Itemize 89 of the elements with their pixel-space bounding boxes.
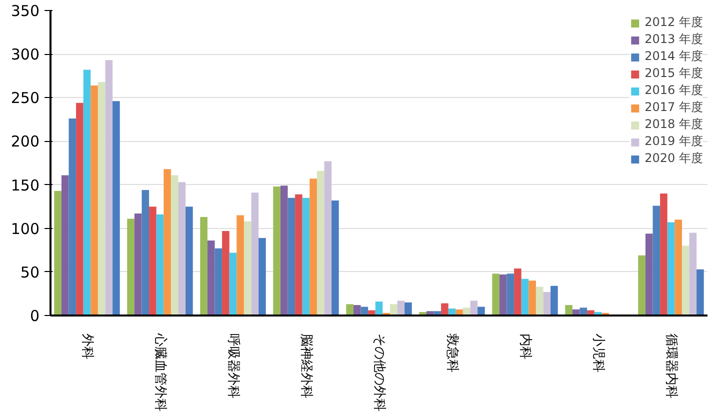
y-tick-label: 350 <box>10 2 40 20</box>
bar <box>353 305 361 316</box>
bar <box>178 182 186 316</box>
bar <box>390 304 398 316</box>
bar <box>105 60 113 316</box>
bar <box>397 300 405 316</box>
bar <box>229 252 237 316</box>
bar <box>667 222 675 316</box>
y-tick-label: 50 <box>20 263 40 282</box>
y-tick-label: 100 <box>10 220 40 238</box>
legend-label: 2012 年度 <box>644 14 703 31</box>
bar <box>499 274 507 316</box>
legend-label: 2017 年度 <box>644 99 703 116</box>
bar <box>536 286 544 316</box>
bar <box>200 217 208 316</box>
bar <box>170 175 178 316</box>
bar <box>76 102 84 316</box>
bar <box>316 170 324 316</box>
bar <box>506 274 514 316</box>
bar <box>280 186 288 316</box>
bar <box>404 302 412 316</box>
bar <box>186 206 193 316</box>
bar <box>638 255 646 316</box>
legend-label: 2019 年度 <box>644 133 703 150</box>
bar <box>134 214 142 316</box>
bar <box>346 304 354 316</box>
bar <box>441 303 448 316</box>
bar <box>689 232 697 316</box>
bar <box>207 240 215 316</box>
x-tick-label: 外科 <box>80 334 94 360</box>
bar <box>236 215 244 316</box>
bar <box>258 238 266 316</box>
bar <box>156 214 164 316</box>
bar <box>470 300 478 316</box>
bar <box>222 230 230 316</box>
y-tick-label: 200 <box>10 132 40 151</box>
x-tick-label: 救急科 <box>444 332 460 372</box>
bar <box>164 169 171 316</box>
bar <box>550 286 558 316</box>
legend-label: 2020 年度 <box>644 150 703 167</box>
bar <box>112 101 120 316</box>
bar <box>674 220 682 316</box>
y-tick-label: 150 <box>10 176 40 194</box>
x-tick-label: 心臓血管外科 <box>152 332 168 412</box>
bar <box>295 194 302 316</box>
x-tick-label: 小児科 <box>590 334 606 372</box>
bar <box>492 274 500 316</box>
bar <box>310 178 317 316</box>
bar <box>682 246 690 316</box>
bar <box>83 70 91 316</box>
bar <box>302 198 310 316</box>
bar <box>565 305 572 316</box>
bar <box>244 221 252 316</box>
bar <box>660 194 668 316</box>
legend-label: 2016 年度 <box>644 82 703 99</box>
bar <box>54 190 62 316</box>
bar <box>543 292 551 316</box>
bar <box>142 190 150 316</box>
bar <box>251 192 259 316</box>
bar <box>462 308 470 316</box>
x-tick-label: 内科 <box>518 334 532 360</box>
y-tick-label: 300 <box>10 46 40 64</box>
x-tick-label: 呼吸器外科 <box>226 334 240 398</box>
bar <box>528 280 536 316</box>
bar <box>645 234 653 316</box>
y-tick-label: 250 <box>10 89 40 108</box>
bar <box>68 118 76 316</box>
x-tick-label: 脳神経外科 <box>298 334 314 398</box>
legend-label: 2013 年度 <box>644 31 703 48</box>
legend-label: 2014 年度 <box>644 48 703 65</box>
x-tick-label: 循環器内科 <box>664 334 678 398</box>
bar <box>332 200 339 316</box>
bar <box>149 206 156 316</box>
bar <box>288 198 296 316</box>
bar <box>90 85 98 316</box>
bar <box>127 218 134 316</box>
bar <box>652 206 660 316</box>
bar <box>514 268 522 316</box>
x-tick-label: その他の外科 <box>372 334 386 412</box>
bar <box>696 269 704 316</box>
bar <box>273 186 280 316</box>
y-tick-label: 0 <box>30 307 40 325</box>
bar <box>521 278 529 316</box>
legend-label: 2015 年度 <box>644 65 703 82</box>
bar <box>61 175 69 316</box>
bar <box>324 161 332 316</box>
bar <box>98 82 106 316</box>
legend-label: 2018 年度 <box>644 116 703 133</box>
bar <box>214 248 222 316</box>
